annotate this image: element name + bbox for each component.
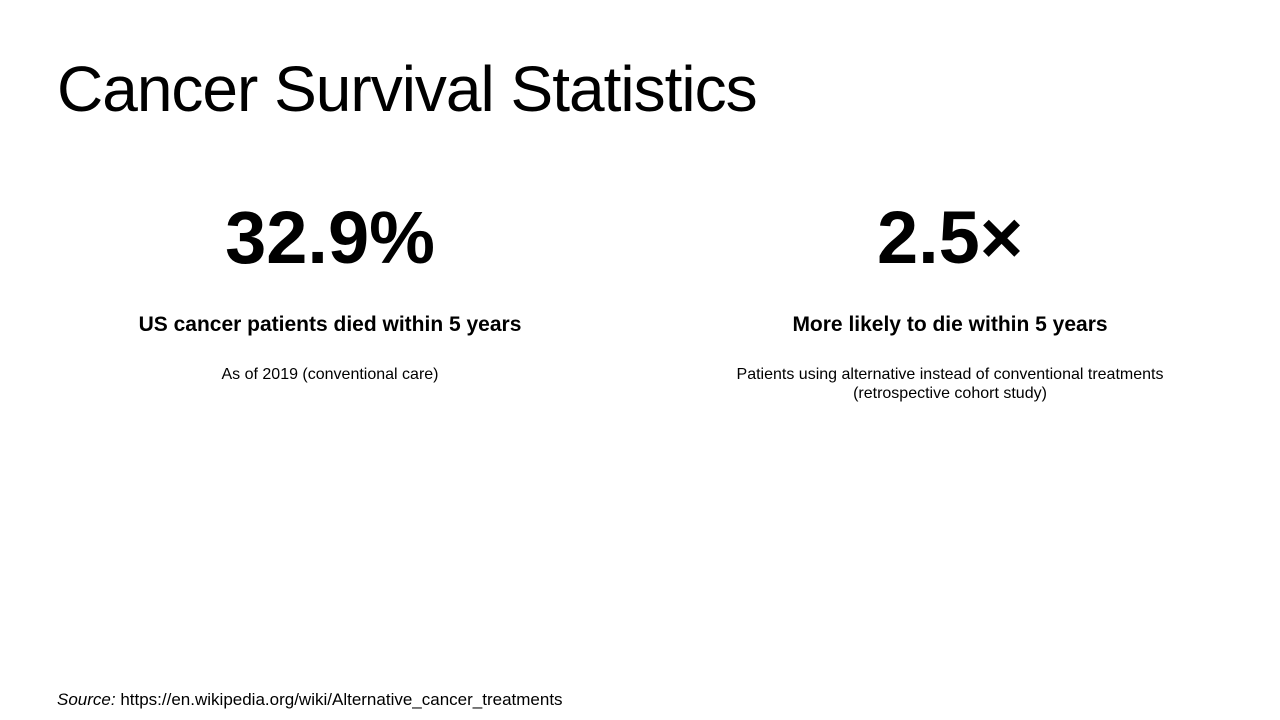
stat-subtext-line: (retrospective cohort study) [853,385,1047,402]
source-label: Source: [57,690,116,709]
stat-heading: US cancer patients died within 5 years [138,313,522,336]
stat-card-death-rate: 32.9% US cancer patients died within 5 y… [20,195,640,384]
source-citation: Source: https://en.wikipedia.org/wiki/Al… [57,690,563,710]
page-title: Cancer Survival Statistics [57,53,758,125]
stat-value: 2.5× [876,196,1024,279]
stat-subtext: Patients using alternative instead of co… [640,365,1260,403]
stat-subtext: As of 2019 (conventional care) [20,365,640,384]
stat-card-relative-risk: 2.5× More likely to die within 5 years P… [640,195,1260,403]
source-url[interactable]: https://en.wikipedia.org/wiki/Alternativ… [120,690,563,709]
stat-subtext-line: As of 2019 (conventional care) [221,366,439,383]
stat-subtext-line: Patients using alternative instead of co… [736,366,1164,383]
stat-value: 32.9% [225,196,435,279]
stat-heading: More likely to die within 5 years [792,313,1108,336]
